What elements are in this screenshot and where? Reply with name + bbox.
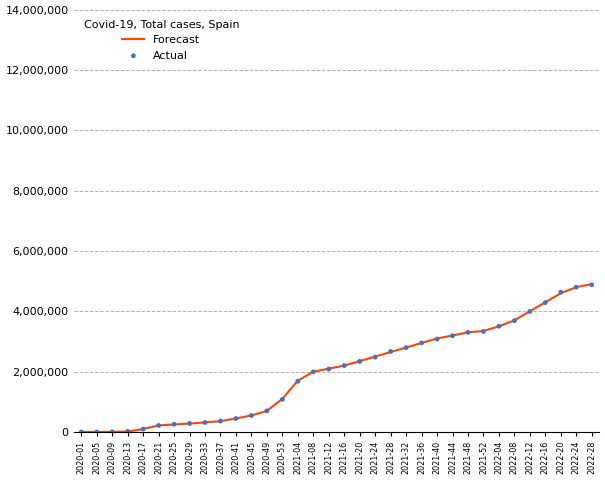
Forecast xyxy=(279,396,286,402)
Actual xyxy=(324,365,333,373)
Actual xyxy=(525,308,535,315)
Actual xyxy=(571,283,581,291)
Actual xyxy=(92,428,102,436)
Forecast xyxy=(186,420,193,426)
Forecast xyxy=(108,429,116,435)
Forecast xyxy=(232,416,240,421)
Actual xyxy=(386,348,396,355)
Forecast xyxy=(325,366,332,372)
Forecast xyxy=(140,426,147,432)
Actual xyxy=(432,335,442,343)
Actual xyxy=(556,288,566,296)
Actual xyxy=(448,332,457,339)
Actual xyxy=(463,329,473,336)
Forecast xyxy=(511,317,518,323)
Actual xyxy=(200,419,210,426)
Actual xyxy=(494,323,504,330)
Forecast xyxy=(418,340,425,346)
Forecast xyxy=(171,421,178,427)
Forecast xyxy=(465,330,472,336)
Forecast xyxy=(248,413,255,419)
Actual xyxy=(139,425,148,433)
Forecast xyxy=(124,429,131,434)
Actual xyxy=(185,420,194,427)
Actual xyxy=(309,368,318,376)
Actual xyxy=(587,281,597,288)
Forecast xyxy=(77,429,85,435)
Forecast xyxy=(201,420,209,425)
Actual xyxy=(509,317,519,324)
Actual xyxy=(247,412,257,420)
Actual xyxy=(339,362,349,370)
Forecast xyxy=(294,378,301,384)
Forecast xyxy=(310,369,317,374)
Forecast xyxy=(495,324,503,329)
Forecast xyxy=(541,300,549,305)
Legend: Forecast, Actual: Forecast, Actual xyxy=(79,15,244,65)
Actual xyxy=(479,328,488,336)
Forecast xyxy=(387,349,394,355)
Forecast xyxy=(155,422,162,428)
Actual xyxy=(540,299,550,306)
Forecast xyxy=(449,333,456,338)
Forecast xyxy=(341,363,348,369)
Forecast xyxy=(480,328,487,334)
Actual xyxy=(370,353,380,361)
Actual xyxy=(154,421,163,429)
Actual xyxy=(107,428,117,436)
Actual xyxy=(355,358,365,365)
Line: Forecast: Forecast xyxy=(81,284,592,432)
Actual xyxy=(293,377,302,385)
Forecast xyxy=(433,336,440,341)
Actual xyxy=(417,339,427,347)
Actual xyxy=(123,428,132,435)
Forecast xyxy=(356,358,364,364)
Actual xyxy=(262,407,272,415)
Forecast xyxy=(217,418,224,424)
Forecast xyxy=(402,345,410,350)
Actual xyxy=(278,396,287,403)
Forecast xyxy=(526,309,534,314)
Forecast xyxy=(588,281,595,287)
Actual xyxy=(401,344,411,351)
Forecast xyxy=(93,429,100,435)
Forecast xyxy=(263,408,270,414)
Forecast xyxy=(572,284,580,290)
Actual xyxy=(231,415,241,422)
Actual xyxy=(76,428,86,436)
Actual xyxy=(215,417,225,425)
Actual xyxy=(169,420,179,428)
Forecast xyxy=(371,354,379,360)
Forecast xyxy=(557,290,564,296)
